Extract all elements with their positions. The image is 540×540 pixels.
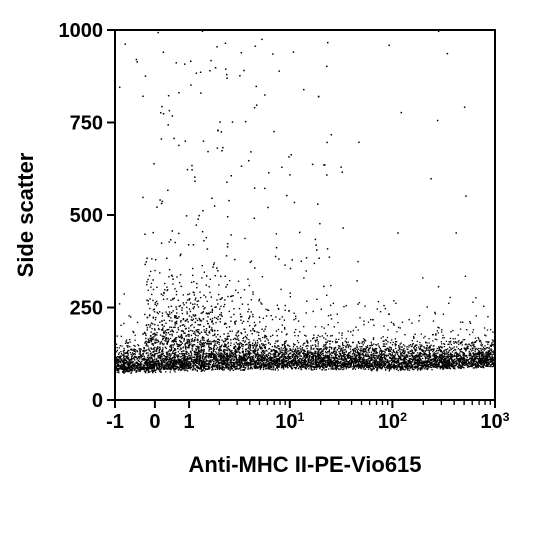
- y-axis-label: Side scatter: [13, 152, 38, 277]
- y-tick-label: 0: [92, 390, 103, 412]
- x-axis-label: Anti-MHC II-PE-Vio615: [188, 452, 421, 477]
- x-tick-label: 1: [184, 411, 195, 433]
- y-tick-label: 1000: [59, 20, 104, 42]
- y-tick-label: 750: [70, 113, 103, 135]
- x-tick-label: -1: [106, 411, 124, 433]
- y-tick-label: 250: [70, 298, 103, 320]
- y-tick-label: 500: [70, 205, 103, 227]
- scatter-plot: 02505007501000Side scatter-101101102103A…: [0, 0, 540, 540]
- x-tick-label: 0: [149, 411, 160, 433]
- chart-svg: 02505007501000Side scatter-101101102103A…: [0, 0, 540, 540]
